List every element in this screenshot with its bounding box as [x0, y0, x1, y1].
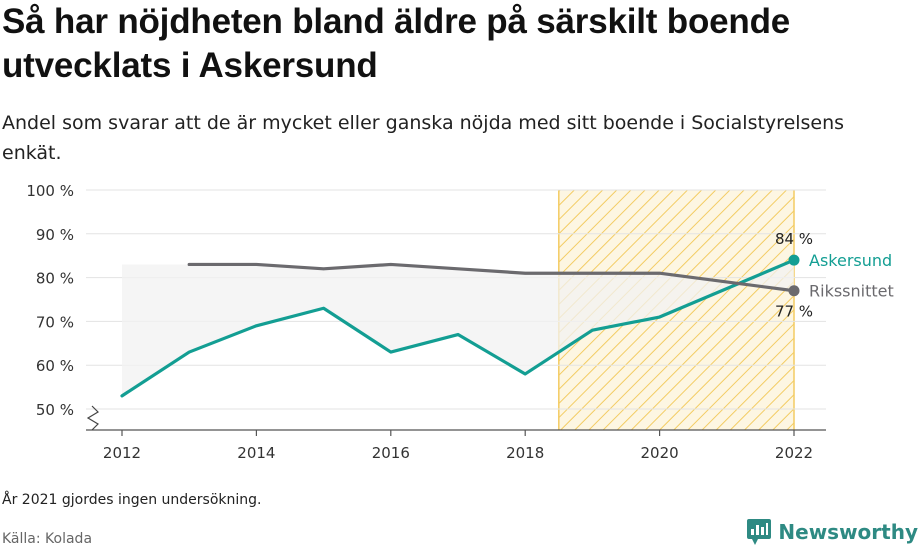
footnote: År 2021 gjordes ingen undersökning. — [2, 492, 262, 508]
end-value-label: 84 % — [775, 230, 813, 248]
series-end-point-rikssnittet — [788, 285, 800, 297]
series-line-rikssnittet — [187, 262, 796, 293]
y-tick-label: 80 % — [36, 270, 74, 288]
y-tick-label: 100 % — [26, 182, 74, 200]
series-name-label: Askersund — [809, 251, 892, 270]
chart-subtitle: Andel som svarar att de är mycket eller … — [2, 112, 845, 164]
x-tick-label: 2012 — [103, 444, 141, 462]
series-name-label: Rikssnittet — [809, 282, 894, 301]
x-tick-label: 2020 — [641, 444, 679, 462]
x-tick-label: 2016 — [372, 444, 410, 462]
brand-logo[interactable]: Newsworthy — [747, 519, 918, 545]
y-tick-label: 60 % — [36, 357, 74, 375]
source-text: Källa: Kolada — [2, 531, 93, 547]
brand-name: Newsworthy — [778, 520, 918, 544]
x-tick-label: 2018 — [506, 444, 544, 462]
y-axis-break-mark — [86, 405, 99, 431]
series-line-askersund — [120, 258, 796, 398]
x-tick-label: 2022 — [775, 444, 813, 462]
newsworthy-chart-icon — [747, 519, 772, 545]
y-tick-label: 50 % — [36, 401, 74, 419]
y-tick-label: 90 % — [36, 226, 74, 244]
x-tick-label: 2014 — [237, 444, 275, 462]
chart-title: Så har nöjdheten bland äldre på särskilt… — [2, 2, 791, 85]
series-gap-area — [122, 260, 794, 396]
series-end-point-askersund — [788, 254, 800, 266]
end-value-label: 77 % — [775, 303, 813, 321]
y-tick-label: 70 % — [36, 313, 74, 331]
